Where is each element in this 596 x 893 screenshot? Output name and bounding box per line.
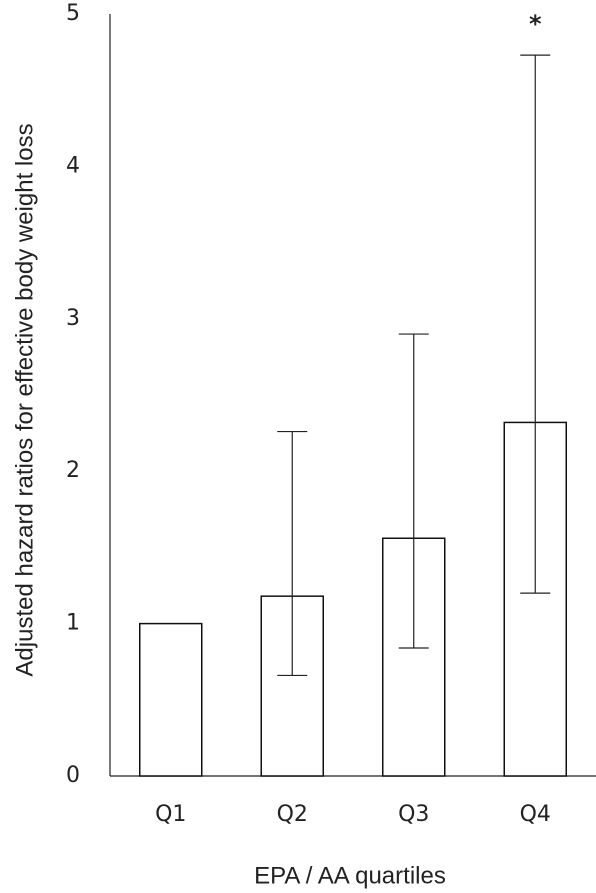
x-tick-label: Q2: [277, 802, 308, 827]
x-tick-label: Q1: [155, 802, 186, 827]
y-tick-label: 0: [66, 763, 80, 788]
y-tick-label: 3: [66, 306, 80, 331]
y-tick-label: 2: [66, 458, 80, 483]
y-tick-label: 1: [66, 611, 80, 636]
y-tick-label: 5: [66, 1, 80, 26]
significance-marker: *: [529, 10, 542, 38]
x-tick-label: Q3: [398, 802, 429, 827]
x-tick-label: Q4: [520, 802, 551, 827]
x-axis-title: EPA / AA quartiles: [254, 862, 446, 889]
bar: [382, 537, 446, 777]
y-axis-title: Adjusted hazard ratios for effective bod…: [11, 123, 38, 676]
bar: [139, 622, 203, 777]
y-tick-label: 4: [66, 153, 80, 178]
